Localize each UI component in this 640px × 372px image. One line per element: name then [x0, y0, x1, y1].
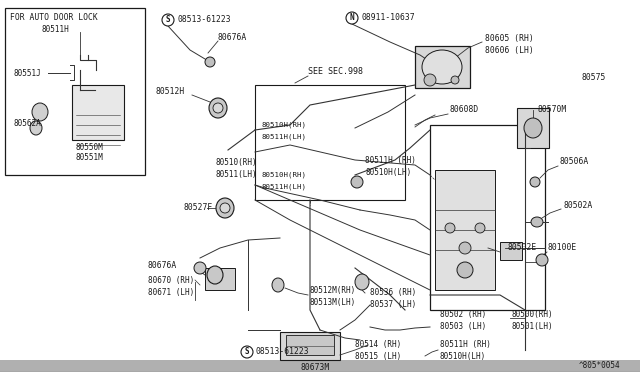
Bar [517, 108, 549, 148]
Bar [286, 335, 334, 355]
Text: 80673M: 80673M [300, 363, 330, 372]
Text: FOR AUTO DOOR LOCK: FOR AUTO DOOR LOCK [10, 13, 98, 22]
Ellipse shape [351, 176, 363, 188]
Ellipse shape [162, 14, 174, 26]
Text: 80676A: 80676A [148, 260, 177, 269]
Text: 80527F: 80527F [183, 203, 212, 212]
Text: 80510H(LH): 80510H(LH) [365, 167, 412, 176]
Text: 08513-61223: 08513-61223 [177, 16, 230, 25]
Text: N: N [349, 13, 355, 22]
Bar [500, 242, 522, 260]
Ellipse shape [272, 278, 284, 292]
Bar [415, 46, 470, 88]
Text: 80606 (LH): 80606 (LH) [485, 45, 534, 55]
Text: 80514 (RH): 80514 (RH) [355, 340, 401, 350]
Ellipse shape [536, 254, 548, 266]
Ellipse shape [524, 118, 542, 138]
Ellipse shape [451, 76, 459, 84]
Ellipse shape [457, 262, 473, 278]
Ellipse shape [346, 12, 358, 24]
Text: 80670 (RH): 80670 (RH) [148, 276, 195, 285]
Text: 80676A: 80676A [218, 33, 247, 42]
Ellipse shape [475, 223, 485, 233]
Text: 80502 (RH): 80502 (RH) [440, 311, 486, 320]
Text: 80575: 80575 [582, 74, 606, 83]
Text: 80511H(LH): 80511H(LH) [262, 134, 307, 140]
Text: 80510H(RH): 80510H(RH) [262, 122, 307, 128]
Text: SEE SEC.998: SEE SEC.998 [308, 67, 363, 77]
Text: 80501(LH): 80501(LH) [512, 323, 554, 331]
Ellipse shape [241, 346, 253, 358]
Text: 80511H (RH): 80511H (RH) [440, 340, 491, 350]
Text: 08513-61223: 08513-61223 [256, 347, 310, 356]
Ellipse shape [209, 98, 227, 118]
Text: 80512H: 80512H [156, 87, 185, 96]
Bar [430, 125, 545, 310]
Ellipse shape [213, 103, 223, 113]
Ellipse shape [445, 223, 455, 233]
Text: ^805*0054: ^805*0054 [579, 360, 620, 369]
Text: 80511(LH): 80511(LH) [215, 170, 257, 179]
Ellipse shape [30, 121, 42, 135]
Text: 80512M(RH): 80512M(RH) [310, 285, 356, 295]
Ellipse shape [205, 57, 215, 67]
Text: 80510(RH): 80510(RH) [215, 157, 257, 167]
Bar [72, 85, 124, 140]
Text: 80510H(RH): 80510H(RH) [262, 172, 307, 178]
Text: 80562A: 80562A [13, 119, 41, 128]
Ellipse shape [220, 203, 230, 213]
Text: S: S [244, 347, 250, 356]
Text: 80536 (RH): 80536 (RH) [370, 289, 416, 298]
Text: 80671 (LH): 80671 (LH) [148, 288, 195, 296]
Text: 80551M: 80551M [75, 154, 103, 163]
Ellipse shape [216, 198, 234, 218]
Ellipse shape [422, 50, 462, 84]
Text: S: S [166, 16, 170, 25]
Text: 80100E: 80100E [548, 244, 577, 253]
Text: 80506A: 80506A [560, 157, 589, 167]
Text: 80502A: 80502A [563, 201, 592, 209]
Text: 80503 (LH): 80503 (LH) [440, 323, 486, 331]
Bar [0, 360, 640, 372]
Ellipse shape [459, 242, 471, 254]
Text: 80502E: 80502E [507, 244, 536, 253]
Text: 80510H(LH): 80510H(LH) [440, 353, 486, 362]
Ellipse shape [207, 266, 223, 284]
Text: 80513M(LH): 80513M(LH) [310, 298, 356, 307]
Ellipse shape [355, 274, 369, 290]
Bar [280, 332, 340, 360]
Text: 80537 (LH): 80537 (LH) [370, 301, 416, 310]
Ellipse shape [194, 262, 206, 274]
Bar [255, 85, 405, 200]
Ellipse shape [530, 177, 540, 187]
Text: 80511H (RH): 80511H (RH) [365, 155, 416, 164]
Text: 08911-10637: 08911-10637 [362, 13, 415, 22]
Text: 80511H: 80511H [41, 26, 69, 35]
Bar [435, 170, 495, 290]
Text: 80570M: 80570M [538, 106, 567, 115]
Text: 80605 (RH): 80605 (RH) [485, 33, 534, 42]
Text: 80511H(LH): 80511H(LH) [262, 184, 307, 190]
Text: 80550M: 80550M [75, 144, 103, 153]
Ellipse shape [531, 217, 543, 227]
Text: 80551J: 80551J [14, 68, 42, 77]
Bar [205, 268, 235, 290]
Text: 80608D: 80608D [450, 106, 479, 115]
Ellipse shape [32, 103, 48, 121]
Text: 80515 (LH): 80515 (LH) [355, 353, 401, 362]
Ellipse shape [424, 74, 436, 86]
Bar [5, 8, 145, 175]
Text: 80500(RH): 80500(RH) [512, 311, 554, 320]
